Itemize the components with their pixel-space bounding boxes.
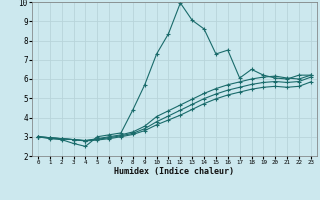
X-axis label: Humidex (Indice chaleur): Humidex (Indice chaleur) xyxy=(115,167,234,176)
